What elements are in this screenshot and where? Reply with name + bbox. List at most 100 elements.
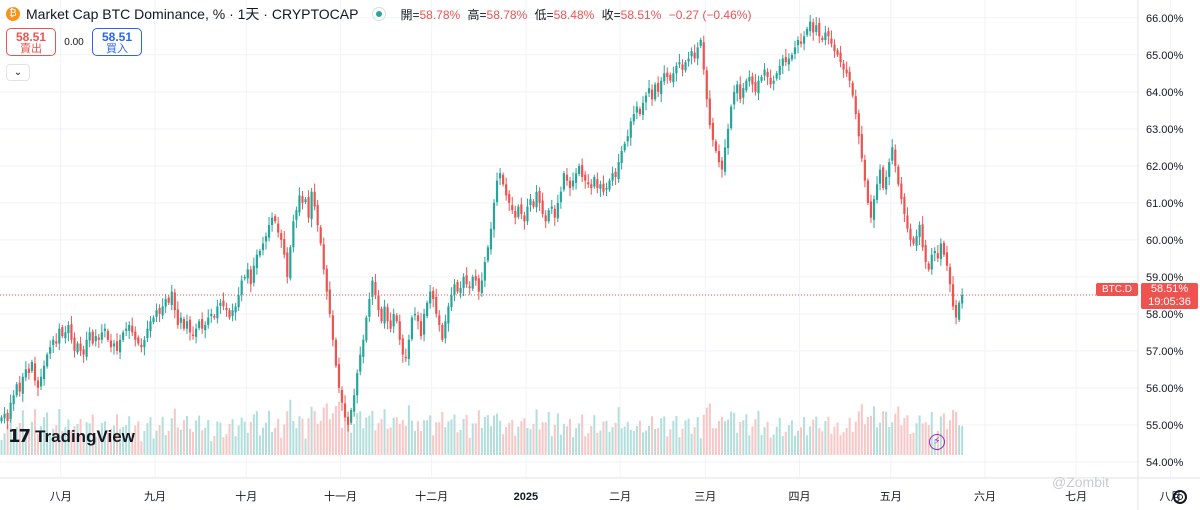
candle-body [620, 151, 623, 163]
buy-button[interactable]: 58.51 買入 [92, 28, 142, 56]
volume-bar [261, 427, 264, 455]
volume-bar [839, 435, 842, 455]
volume-bar [657, 427, 660, 455]
candle-body [42, 365, 46, 379]
volume-bar [818, 428, 821, 455]
candle-body [483, 262, 486, 281]
candle-body [587, 182, 590, 185]
price-axis[interactable]: 66.00% 65.00% 64.00% 63.00% 62.00% 61.00% 60.0… [1137, 0, 1184, 510]
volume-bar [12, 434, 15, 455]
candle-body [888, 162, 891, 177]
volume-bar [441, 412, 444, 455]
volume-bar [745, 414, 748, 455]
settings-gear-icon[interactable] [1173, 490, 1187, 504]
volume-bar [407, 405, 410, 455]
volume-bar [435, 422, 438, 455]
candle-body [143, 339, 146, 348]
volume-bar [213, 435, 216, 455]
volume-bar [444, 427, 447, 455]
candle-body [261, 243, 265, 251]
volume-bar [27, 431, 30, 455]
candle-body [477, 278, 480, 292]
visibility-toggle-icon[interactable] [372, 7, 387, 21]
candle-body [94, 336, 97, 342]
candle-body [198, 321, 201, 328]
volume-bar [909, 434, 912, 455]
volume-bar [152, 438, 155, 455]
lightning-icon[interactable]: ⚡ [929, 434, 945, 450]
y-tick-label: 65.00% [1146, 50, 1184, 62]
candle-body [702, 42, 705, 70]
candle-body [693, 52, 696, 59]
volume-bar [398, 424, 401, 455]
volume-bar [417, 421, 419, 455]
volume-bar [556, 413, 559, 455]
candle-body [410, 317, 414, 340]
volume-bar [760, 435, 763, 455]
volume-bar [590, 426, 593, 455]
candle-body [793, 47, 797, 55]
collapse-legend-button[interactable]: ⌄ [6, 64, 30, 81]
candle-body [626, 136, 629, 142]
volume-bar [714, 428, 717, 455]
candle-body [489, 228, 493, 250]
candle-body [122, 332, 125, 340]
volume-bar [869, 415, 872, 455]
volume-bar [629, 429, 632, 455]
candle-body [106, 330, 110, 340]
candle-body [383, 306, 386, 324]
candle-body [723, 147, 727, 172]
candle-body [559, 191, 562, 203]
volume-bar [894, 413, 897, 455]
volume-bar [173, 408, 176, 455]
volume-bar [37, 434, 39, 455]
open-value: 58.78% [419, 7, 461, 22]
volume-bar [116, 414, 119, 455]
volume-bar [915, 423, 918, 455]
candle-body [565, 174, 569, 181]
candle-body [915, 236, 918, 246]
chart-header: ₿ Market Cap BTC Dominance, % · 1天 · CRY… [6, 4, 755, 24]
candle-body [730, 106, 733, 129]
candle-body [860, 134, 863, 159]
x-tick-label: 九月 [144, 490, 166, 503]
candle-body [325, 268, 328, 292]
volume-bar [167, 430, 170, 455]
volume-bar [523, 418, 526, 455]
candle-body [830, 38, 833, 44]
symbol-title[interactable]: Market Cap BTC Dominance, % · 1天 · CRYPT… [26, 6, 359, 22]
candle-body [49, 347, 52, 354]
candle-body [73, 337, 76, 351]
candle-body [523, 215, 526, 222]
candle-body [635, 106, 638, 113]
volume-bar [85, 422, 88, 455]
candle-body [851, 82, 854, 96]
volume-bar [30, 421, 33, 455]
volume-bar [833, 426, 836, 455]
candle-body [194, 328, 198, 337]
candle-body [46, 354, 49, 367]
time-axis[interactable]: 八月九月十月十一月十二月2025二月三月四月五月六月七月八月九月十月十一月 [0, 477, 1200, 503]
candle-body [450, 295, 453, 308]
y-tick-label: 59.00% [1146, 272, 1184, 284]
candle-body [292, 221, 295, 248]
volume-bar [228, 424, 231, 455]
volume-bar [608, 431, 611, 455]
candle-body [286, 252, 289, 277]
volume-bar [189, 428, 191, 455]
volume-bar [903, 418, 906, 455]
x-tick-label: 十二月 [415, 489, 448, 503]
volume-bar [192, 431, 195, 455]
volume-bar [891, 422, 894, 455]
volume-bar [313, 411, 316, 455]
candle-body [270, 217, 274, 226]
volume-bar [234, 436, 237, 455]
candle-body [535, 191, 538, 208]
candle-body [243, 276, 246, 279]
sell-button[interactable]: 58.51 賣出 [6, 28, 56, 56]
candle-body [502, 174, 505, 185]
candle-body [131, 325, 134, 333]
volume-bar [255, 411, 258, 455]
volume-bar [480, 427, 483, 455]
